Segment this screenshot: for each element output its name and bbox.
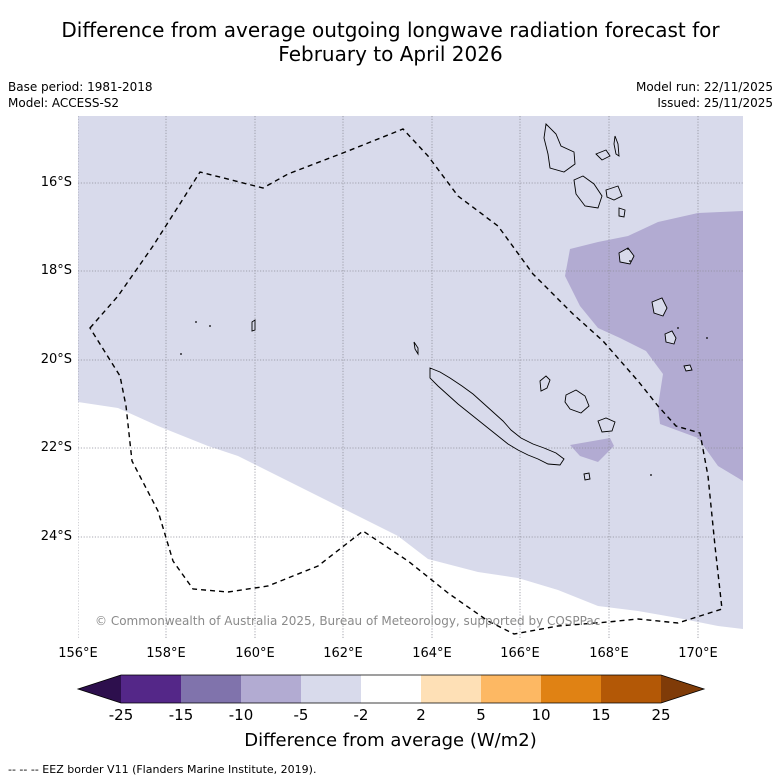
reef-dot-3 [209,325,211,327]
tanna-island [664,330,677,345]
colorbar [76,674,706,704]
lon-label-164e: 164°E [412,646,452,661]
eez-footnote: -- -- -- EEZ border V11 (Flanders Marine… [8,763,317,776]
colorbar-tick-15: 15 [591,706,611,724]
base-period: Base period: 1981-2018 [8,80,153,94]
reef-dot-5 [706,337,708,339]
anomaly-fill-neutral [78,402,743,639]
lon-label-158e: 158°E [146,646,186,661]
belep-islands [413,341,419,356]
mare-island [597,417,616,433]
title-line-2: February to April 2026 [278,42,503,66]
lifou-island [564,389,590,414]
anomaly-fill-medium-patch [570,438,614,462]
colorbar-bin-2-5 [421,675,481,703]
colorbar-bin-m15-m10 [181,675,241,703]
anomaly-fill-medium [565,211,743,481]
small-reefs [180,248,708,476]
colorbar-bin-10-15 [541,675,601,703]
malakula-island [573,175,603,209]
lat-label-20s: 20°S [40,352,72,367]
ambrym-island [605,185,623,201]
lat-label-18s: 18°S [40,263,72,278]
colorbar-title: Difference from average (W/m2) [244,730,537,751]
reef-dot-7 [627,248,629,250]
espiritu-santo-island [543,123,576,173]
colorbar-extend-max [661,675,704,703]
lon-label-156e: 156°E [58,646,98,661]
reef-dot-6 [650,474,652,476]
colorbar-tick-m10: -10 [228,706,254,724]
title-line-1: Difference from average outgoing longwav… [61,18,720,42]
lon-label-160e: 160°E [235,646,275,661]
lon-label-170e: 170°E [678,646,718,661]
new-caledonia-island [429,367,565,466]
colorbar-tick-25: 25 [651,706,671,724]
issued-date: Issued: 25/11/2025 [657,96,773,110]
lon-label-168e: 168°E [589,646,629,661]
colorbar-tick-m15: -15 [168,706,194,724]
colorbar-bin-15-25 [601,675,661,703]
colorbar-tick-10: 10 [531,706,551,724]
efate-island [618,247,635,265]
chart-title: Difference from average outgoing longwav… [0,18,781,66]
epi-island [618,207,626,218]
meta-right: Model run: 22/11/2025 Issued: 25/11/2025 [636,79,773,111]
maewo-island [613,135,620,157]
lon-label-162e: 162°E [323,646,363,661]
colorbar-tick-m5: -5 [293,706,309,724]
reef-dot-8 [629,260,631,262]
chesterfield-islet [251,319,256,332]
reef-dot-1 [195,321,197,323]
erromango-island [651,297,668,317]
model-name: Model: ACCESS-S2 [8,96,120,110]
isle-of-pines [583,472,591,481]
colorbar-extend-min [78,675,121,703]
reef-dot-2 [180,353,182,355]
colorbar-bin-m10-m5 [241,675,301,703]
colorbar-bin-m5-m2 [301,675,361,703]
eez-border [89,128,723,635]
map-panel[interactable] [78,116,743,639]
aneityum-island [683,364,693,372]
colorbar-outline [76,674,706,704]
colorbar-bin-5-10 [481,675,541,703]
copyright-notice: © Commonwealth of Australia 2025, Bureau… [95,614,601,628]
colorbar-tick-2: 2 [416,706,426,724]
colorbar-tick-m25: -25 [108,706,134,724]
map-svg [78,116,743,639]
ouvea-island [539,375,551,392]
model-run: Model run: 22/11/2025 [635,80,773,94]
lat-label-22s: 22°S [40,440,72,455]
colorbar-tick-5: 5 [476,706,486,724]
coastlines [251,123,693,481]
meta-left: Base period: 1981-2018 Model: ACCESS-S2 [8,79,153,111]
colorbar-bin-m2-2 [361,675,421,703]
lon-label-166e: 166°E [500,646,540,661]
colorbar-bin-m25-m15 [121,675,181,703]
colorbar-tick-m2: -2 [353,706,369,724]
reef-dot-4 [677,327,679,329]
pentecost-island [595,149,611,161]
lat-label-16s: 16°S [40,175,72,190]
lat-label-24s: 24°S [40,529,72,544]
